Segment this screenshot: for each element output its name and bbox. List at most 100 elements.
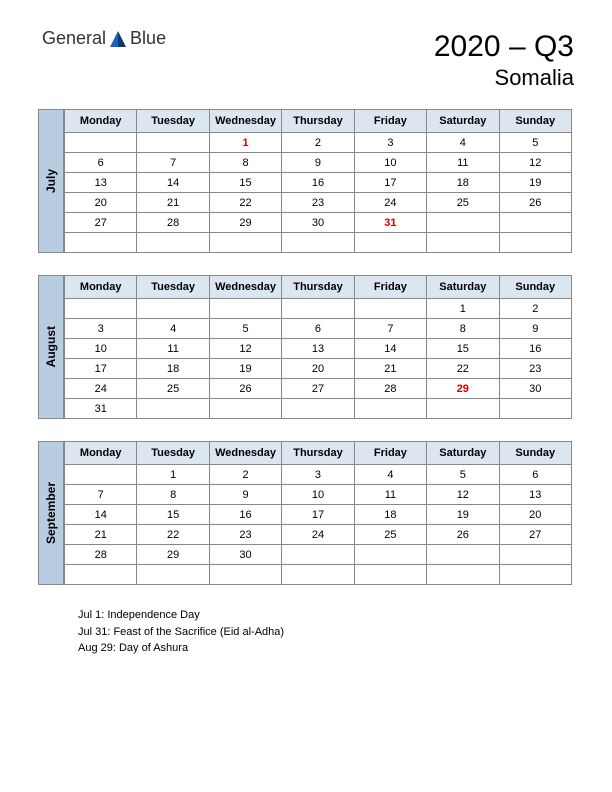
calendar-cell: 7 [137, 153, 209, 173]
calendar-cell: 6 [65, 153, 137, 173]
calendar-cell [499, 545, 571, 565]
calendar-table: MondayTuesdayWednesdayThursdayFridaySatu… [64, 275, 572, 419]
logo-text-b: Blue [130, 28, 166, 49]
day-header: Saturday [427, 110, 499, 133]
calendar-cell: 25 [427, 193, 499, 213]
calendar-cell: 22 [427, 359, 499, 379]
month-name: August [44, 326, 58, 367]
calendar-row: 31 [65, 399, 572, 419]
calendar-cell [499, 565, 571, 585]
calendar-cell: 12 [209, 339, 281, 359]
calendar-row: 12345 [65, 133, 572, 153]
logo: General Blue [42, 28, 166, 49]
calendar-cell: 8 [137, 485, 209, 505]
calendar-cell: 14 [65, 505, 137, 525]
calendar-cell [282, 299, 354, 319]
day-header: Wednesday [209, 276, 281, 299]
calendar-cell: 11 [354, 485, 426, 505]
calendar-cell: 21 [354, 359, 426, 379]
calendar-cell: 21 [137, 193, 209, 213]
calendar-cell: 16 [209, 505, 281, 525]
calendar-cell [354, 565, 426, 585]
calendar-cell [499, 213, 571, 233]
calendar-cell: 19 [209, 359, 281, 379]
month-tab: July [38, 109, 64, 253]
calendar-cell: 3 [65, 319, 137, 339]
day-header: Monday [65, 442, 137, 465]
calendar-cell: 6 [499, 465, 571, 485]
calendar-row [65, 565, 572, 585]
calendar-cell: 29 [137, 545, 209, 565]
calendar-cell: 15 [209, 173, 281, 193]
calendar-row: 3456789 [65, 319, 572, 339]
calendar-cell: 4 [354, 465, 426, 485]
calendar-cell: 18 [427, 173, 499, 193]
calendar-row: 123456 [65, 465, 572, 485]
day-header: Tuesday [137, 442, 209, 465]
day-header: Sunday [499, 442, 571, 465]
calendar-cell: 19 [427, 505, 499, 525]
calendar-cell [65, 465, 137, 485]
calendar-cell: 5 [427, 465, 499, 485]
calendar-cell: 15 [137, 505, 209, 525]
calendar-cell [427, 545, 499, 565]
calendar-cell [499, 233, 571, 253]
calendar-cell: 17 [65, 359, 137, 379]
calendar-cell [209, 299, 281, 319]
calendar-cell: 30 [282, 213, 354, 233]
calendar-cell: 25 [137, 379, 209, 399]
calendar-cell [282, 565, 354, 585]
day-header: Saturday [427, 276, 499, 299]
calendar-row: 282930 [65, 545, 572, 565]
calendar-cell [137, 399, 209, 419]
holiday-list: Jul 1: Independence DayJul 31: Feast of … [78, 607, 574, 657]
calendar-cell: 18 [137, 359, 209, 379]
month-tab: August [38, 275, 64, 419]
month-tab: September [38, 441, 64, 585]
calendar-row: 20212223242526 [65, 193, 572, 213]
calendar-cell: 14 [137, 173, 209, 193]
calendar-cell [209, 565, 281, 585]
calendar-cell: 4 [137, 319, 209, 339]
calendar-cell: 16 [499, 339, 571, 359]
calendar-row [65, 233, 572, 253]
calendar-cell: 27 [499, 525, 571, 545]
calendar-cell: 10 [65, 339, 137, 359]
day-header: Wednesday [209, 110, 281, 133]
calendar-cell: 8 [209, 153, 281, 173]
calendar-cell: 10 [354, 153, 426, 173]
calendar-cell: 26 [427, 525, 499, 545]
logo-icon [108, 29, 128, 49]
calendar-row: 6789101112 [65, 153, 572, 173]
calendar-cell: 28 [354, 379, 426, 399]
holiday-line: Jul 31: Feast of the Sacrifice (Eid al-A… [78, 624, 574, 641]
calendar-cell: 28 [137, 213, 209, 233]
calendar-cell: 11 [427, 153, 499, 173]
holiday-line: Jul 1: Independence Day [78, 607, 574, 624]
calendar-cell: 13 [65, 173, 137, 193]
calendar-cell: 5 [499, 133, 571, 153]
calendar-month: August MondayTuesdayWednesdayThursdayFrid… [38, 275, 574, 419]
day-header: Thursday [282, 110, 354, 133]
calendar-cell [282, 233, 354, 253]
calendar-row: 2728293031 [65, 213, 572, 233]
calendar-cell [209, 399, 281, 419]
day-header: Friday [354, 276, 426, 299]
day-header: Thursday [282, 442, 354, 465]
calendar-cell [137, 565, 209, 585]
holiday-line: Aug 29: Day of Ashura [78, 640, 574, 657]
calendar-cell [282, 545, 354, 565]
day-header: Wednesday [209, 442, 281, 465]
calendar-table: MondayTuesdayWednesdayThursdayFridaySatu… [64, 441, 572, 585]
calendar-row: 13141516171819 [65, 173, 572, 193]
calendar-cell [137, 133, 209, 153]
calendar-cell: 22 [209, 193, 281, 213]
title-region: Somalia [38, 65, 574, 91]
calendar-cell: 20 [499, 505, 571, 525]
day-header: Tuesday [137, 110, 209, 133]
calendar-cell: 25 [354, 525, 426, 545]
calendar-cell: 8 [427, 319, 499, 339]
calendar-cell: 2 [209, 465, 281, 485]
calendar-cell [427, 233, 499, 253]
calendar-cell [65, 133, 137, 153]
